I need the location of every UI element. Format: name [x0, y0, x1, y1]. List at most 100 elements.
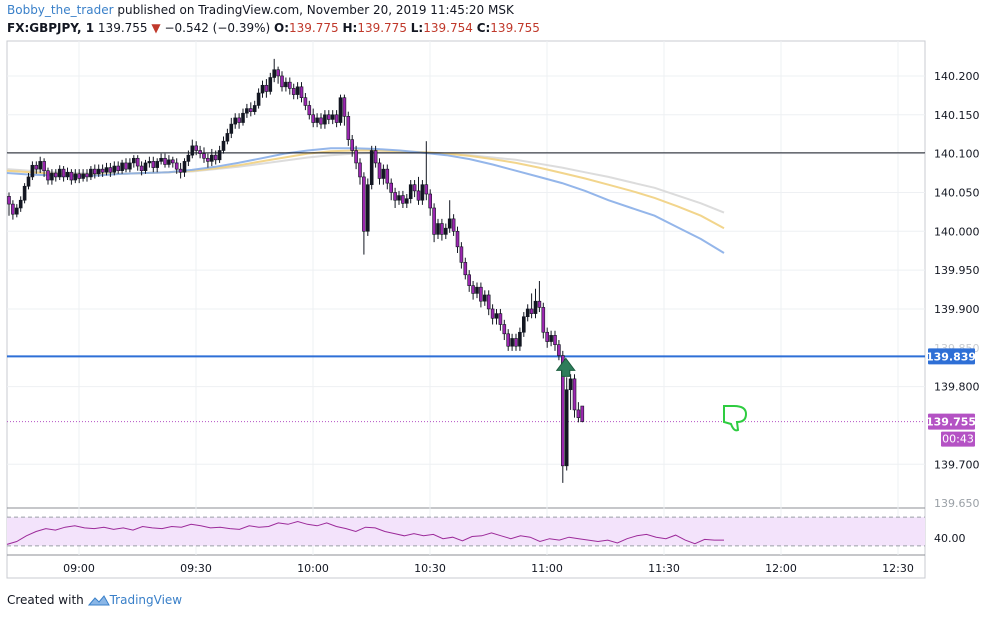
candle-body — [34, 164, 39, 170]
candle-body — [139, 165, 144, 172]
candle-body — [568, 378, 573, 391]
x-tick-label: 12:00 — [765, 562, 797, 575]
candle-body — [174, 162, 179, 170]
rsi-tick-label: 40.00 — [934, 532, 966, 545]
candle-body — [147, 161, 152, 164]
candle-body — [381, 168, 386, 179]
candle-body — [389, 182, 394, 193]
candle-body — [404, 198, 409, 204]
candle-body — [42, 161, 46, 172]
high-value: 139.775 — [357, 21, 407, 35]
candle-body — [11, 203, 15, 215]
author-link[interactable]: Bobby_the_trader — [7, 3, 114, 17]
candle-body — [295, 86, 300, 95]
candle-body — [443, 227, 448, 235]
candle-body — [202, 153, 206, 159]
candle-body — [124, 162, 128, 170]
buy-arrow-icon — [555, 357, 576, 377]
y-tick-label: 140.000 — [934, 225, 980, 238]
y-tick-label: 140.150 — [934, 109, 980, 122]
candle-body — [393, 192, 397, 201]
symbol-name[interactable]: FX:GBPJPY, 1 — [7, 21, 95, 35]
candle-body — [57, 168, 62, 178]
x-tick-label: 09:30 — [180, 562, 212, 575]
candle-body — [494, 313, 499, 319]
candle-body — [135, 157, 140, 167]
open-label: O: — [274, 21, 290, 35]
rsi-line — [6, 520, 724, 545]
candle-body — [53, 172, 58, 178]
candle-body — [229, 123, 234, 134]
rsi-band — [7, 517, 925, 546]
created-with-text: Created with — [7, 593, 84, 607]
candle-body — [525, 308, 530, 318]
candle-body — [264, 84, 269, 92]
close-value: 139.755 — [490, 21, 540, 35]
candle-body — [159, 157, 163, 162]
candle-body — [440, 223, 444, 235]
candle-body — [46, 170, 50, 181]
candle-body — [284, 81, 288, 88]
candle-body — [428, 193, 433, 209]
candle-body — [252, 105, 257, 112]
published-text: published on TradingView.com, November 2… — [117, 3, 514, 17]
candle-body — [354, 150, 358, 164]
candle-body — [280, 75, 284, 88]
candle-body — [65, 171, 70, 178]
price-tag — [928, 413, 975, 430]
candle-body — [432, 207, 436, 235]
candle-body — [475, 286, 479, 294]
y-tick-label: 140.050 — [934, 186, 980, 199]
candle-body — [358, 162, 362, 178]
candle-body — [120, 162, 124, 172]
candle-body — [15, 207, 19, 215]
candle-body — [143, 162, 148, 172]
chart-frame — [6, 40, 926, 579]
candle-body — [529, 308, 534, 314]
candle-body — [416, 190, 421, 201]
tradingview-link[interactable]: TradingView — [109, 593, 183, 607]
candle-body — [514, 338, 518, 347]
candle-body — [190, 145, 195, 156]
x-tick-label: 10:00 — [297, 562, 329, 575]
candle-body — [30, 164, 35, 178]
candle-body — [467, 274, 472, 286]
candle-body — [73, 173, 78, 181]
candle-body — [272, 69, 277, 78]
candle-body — [128, 162, 132, 170]
candle-body — [377, 162, 382, 179]
candle-body — [545, 331, 550, 342]
candle-body — [580, 405, 585, 422]
price-tag — [928, 348, 975, 365]
candle-body — [420, 184, 425, 201]
tradingview-logo-icon — [87, 594, 110, 605]
high-label: H: — [342, 21, 358, 35]
candle-body — [342, 97, 347, 117]
down-arrow-icon: ▼ — [151, 21, 161, 35]
candle-body — [482, 294, 487, 302]
candle-body — [291, 88, 296, 95]
candle-body — [490, 308, 495, 319]
y-tick-label: 139.700 — [934, 458, 980, 471]
candle-body — [61, 168, 66, 178]
candle-body — [18, 199, 23, 209]
candle-body — [471, 285, 475, 294]
candle-body — [276, 69, 280, 77]
price-change: −0.542 (−0.39%) — [164, 21, 271, 35]
countdown-label: 00:43 — [942, 433, 974, 446]
candle-body — [412, 184, 417, 192]
candle-body — [299, 86, 304, 98]
candle-body — [81, 173, 85, 179]
candle-body — [233, 117, 237, 125]
candle-body — [237, 117, 241, 123]
y-tick-label: 139.900 — [934, 303, 980, 316]
candle-body — [287, 81, 292, 89]
ma-fast-line — [6, 147, 725, 254]
candle-body — [225, 133, 230, 142]
candle-body — [537, 300, 542, 308]
candle-body — [373, 150, 378, 164]
x-tick-label: 09:00 — [63, 562, 95, 575]
candle-body — [217, 150, 222, 161]
low-label: L: — [410, 21, 424, 35]
